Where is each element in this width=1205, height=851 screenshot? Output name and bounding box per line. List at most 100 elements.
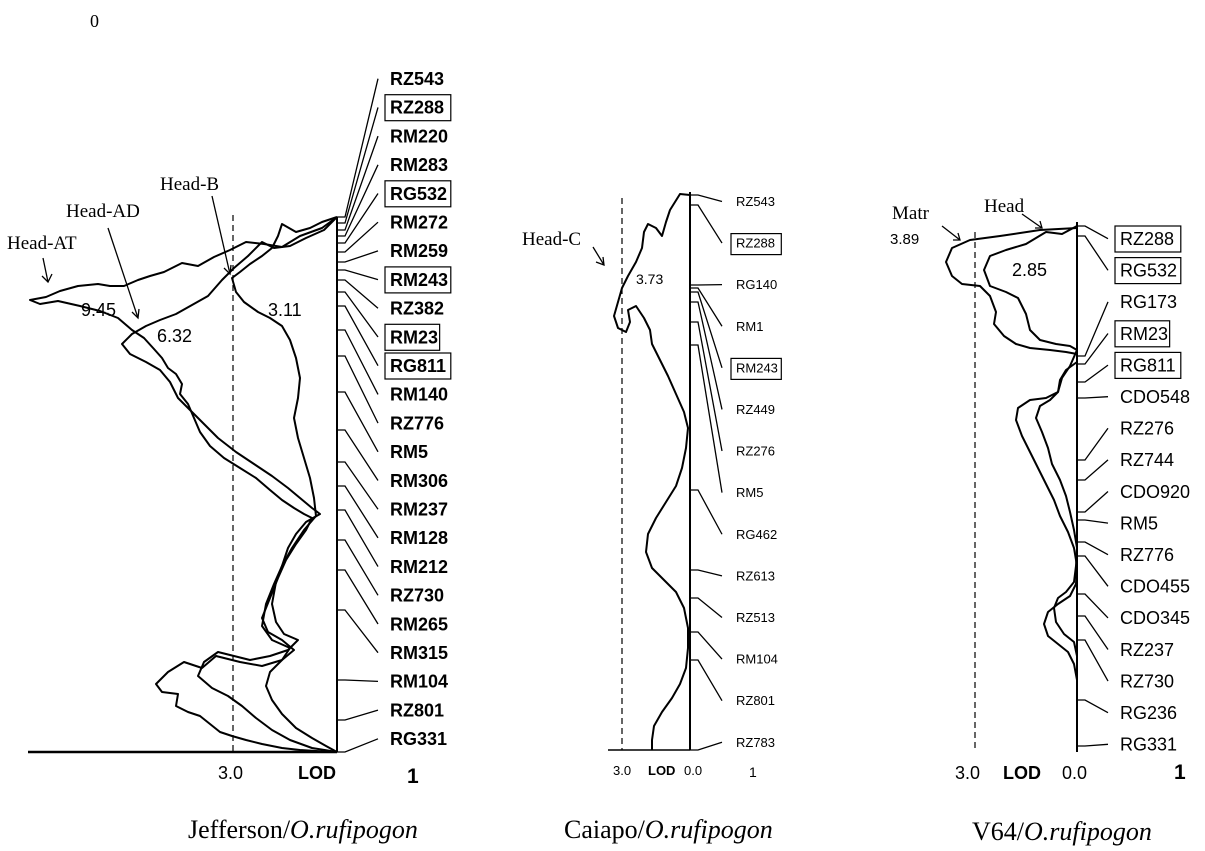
marker-label-rm140: RM140 [390, 385, 448, 405]
marker-leader-rm23 [1077, 333, 1109, 365]
marker-leader-rz730 [1077, 639, 1109, 682]
marker-label-rm23: RM23 [390, 327, 438, 347]
marker-label-rm104: RM104 [390, 672, 448, 692]
chromosome-number: 1 [407, 765, 419, 788]
marker-label-rm5: RM5 [736, 485, 763, 500]
marker-label-rz776: RZ776 [390, 413, 444, 433]
caption-plain: Jefferson/ [188, 815, 291, 844]
marker-leader-rg236 [1077, 699, 1109, 714]
marker-label-rm272: RM272 [390, 213, 448, 233]
arrow-matr [941, 225, 961, 241]
arrow-head-b [211, 195, 231, 275]
marker-label-rg331: RG331 [390, 729, 447, 749]
marker-label-rm259: RM259 [390, 241, 448, 261]
corner-label: 0 [90, 11, 99, 31]
marker-box-rg532 [1114, 257, 1182, 285]
lod-axis-label: LOD [1003, 763, 1041, 783]
arrow-head-c [592, 246, 605, 266]
marker-box-rz288 [730, 233, 782, 256]
peak-value-head-b: 3.11 [268, 300, 302, 320]
marker-label-rg811: RG811 [390, 356, 446, 376]
panel-jefferson: Head-AT Head-AD Head-B 9.45 6.32 3.11 RZ… [7, 69, 452, 844]
marker-label-rz288: RZ288 [1120, 229, 1174, 249]
marker-leader-rz382 [337, 279, 379, 309]
arrow-head-at [42, 257, 49, 283]
marker-label-rm220: RM220 [390, 126, 448, 146]
marker-label-rg236: RG236 [1120, 703, 1177, 723]
marker-box-rg811 [1114, 351, 1182, 379]
marker-leader-rz237 [1077, 615, 1109, 650]
marker-label-cdo920: CDO920 [1120, 482, 1190, 502]
marker-leader-rg173 [1077, 301, 1109, 357]
marker-leader-cdo920 [1077, 491, 1109, 513]
marker-leader-rz801 [690, 659, 723, 701]
marker-labels: RZ543 RZ288 RG140 RM1 RM243 RZ449 RZ276 RM5 RG46… [730, 194, 782, 750]
threshold-label: 3.0 [613, 763, 631, 778]
marker-label-rz276: RZ276 [736, 444, 775, 459]
marker-leader-cdo345 [1077, 593, 1109, 619]
caption-italic: O.rufipogon [1024, 817, 1152, 846]
marker-label-rm104: RM104 [736, 652, 778, 667]
marker-label-rz543: RZ543 [736, 194, 775, 209]
lod-curve-head-ad [121, 216, 338, 753]
marker-leader-rz543 [690, 194, 723, 203]
marker-label-rz288: RZ288 [736, 236, 775, 251]
marker-label-rm265: RM265 [390, 614, 448, 634]
qtl-label-head-b: Head-B [160, 174, 219, 195]
marker-label-rz783: RZ783 [736, 735, 775, 750]
marker-label-rz288: RZ288 [390, 98, 444, 118]
marker-box-rz288 [1114, 225, 1182, 253]
marker-leader-rg462 [690, 489, 723, 535]
marker-box-rz288 [384, 94, 452, 122]
marker-box-rm23 [1114, 320, 1171, 348]
marker-label-cdo548: CDO548 [1120, 387, 1190, 407]
marker-leader-rm23 [337, 291, 379, 338]
marker-leader-rm5 [1077, 519, 1109, 524]
marker-leader-rg811 [337, 305, 379, 367]
marker-leader-rm5 [690, 344, 723, 493]
marker-leader-rm104 [337, 679, 379, 683]
marker-leader-rz449 [690, 301, 723, 410]
marker-leader-rz276 [690, 321, 723, 452]
lod-curve-head-b [231, 216, 338, 753]
marker-labels: RZ543 RZ288 RM220 RM283 RG532 RM272 RM259 RM243… [384, 69, 452, 749]
marker-leader-lines [337, 78, 379, 753]
marker-leader-rg331 [1077, 743, 1109, 747]
marker-leader-rm237 [337, 461, 379, 510]
marker-label-rg462: RG462 [736, 527, 777, 542]
marker-leader-rz288 [1077, 225, 1109, 240]
marker-leader-rg532 [337, 193, 379, 244]
marker-labels: RZ288 RG532 RG173 RM23 RG811 CDO548 RZ276 RZ744… [1114, 225, 1190, 755]
marker-label-rg811: RG811 [1120, 355, 1176, 375]
lod-axis-label: LOD [648, 763, 675, 778]
marker-label-rz513: RZ513 [736, 610, 775, 625]
peak-value-head-c: 3.73 [636, 271, 663, 287]
marker-leader-rz730 [337, 539, 379, 596]
marker-box-rm23 [384, 323, 441, 351]
marker-label-rg532: RG532 [1120, 261, 1177, 281]
marker-label-rz730: RZ730 [1120, 671, 1174, 691]
marker-label-rz382: RZ382 [390, 299, 444, 319]
marker-leader-rm259 [337, 250, 379, 263]
panel-v64: Head Matr 3.89 2.85 RZ288RG532RG173RM23R… [890, 196, 1190, 846]
lod-curve-head-c [613, 193, 691, 750]
caption-italic: O.rufipogon [645, 815, 773, 844]
lod-curve-head-at [29, 216, 338, 753]
marker-label-rz276: RZ276 [1120, 419, 1174, 439]
caption-v64: V64/O.rufipogon [972, 817, 1152, 846]
marker-leader-cdo548 [1077, 396, 1109, 399]
marker-leader-rm5 [337, 391, 379, 453]
marker-leader-rm306 [337, 429, 379, 481]
lod-axis-label: LOD [298, 763, 336, 783]
marker-label-rz237: RZ237 [1120, 640, 1174, 660]
marker-leader-rz613 [690, 569, 723, 577]
marker-label-rm306: RM306 [390, 471, 448, 491]
marker-label-rz543: RZ543 [390, 69, 444, 89]
threshold-label: 3.0 [955, 763, 980, 783]
marker-leader-rg811 [1077, 364, 1109, 383]
marker-label-rz744: RZ744 [1120, 450, 1174, 470]
caption-caiapo: Caiapo/O.rufipogon [564, 815, 773, 844]
marker-label-rz801: RZ801 [390, 700, 444, 720]
marker-leader-rz744 [1077, 459, 1109, 481]
marker-leader-lines [1077, 225, 1109, 747]
